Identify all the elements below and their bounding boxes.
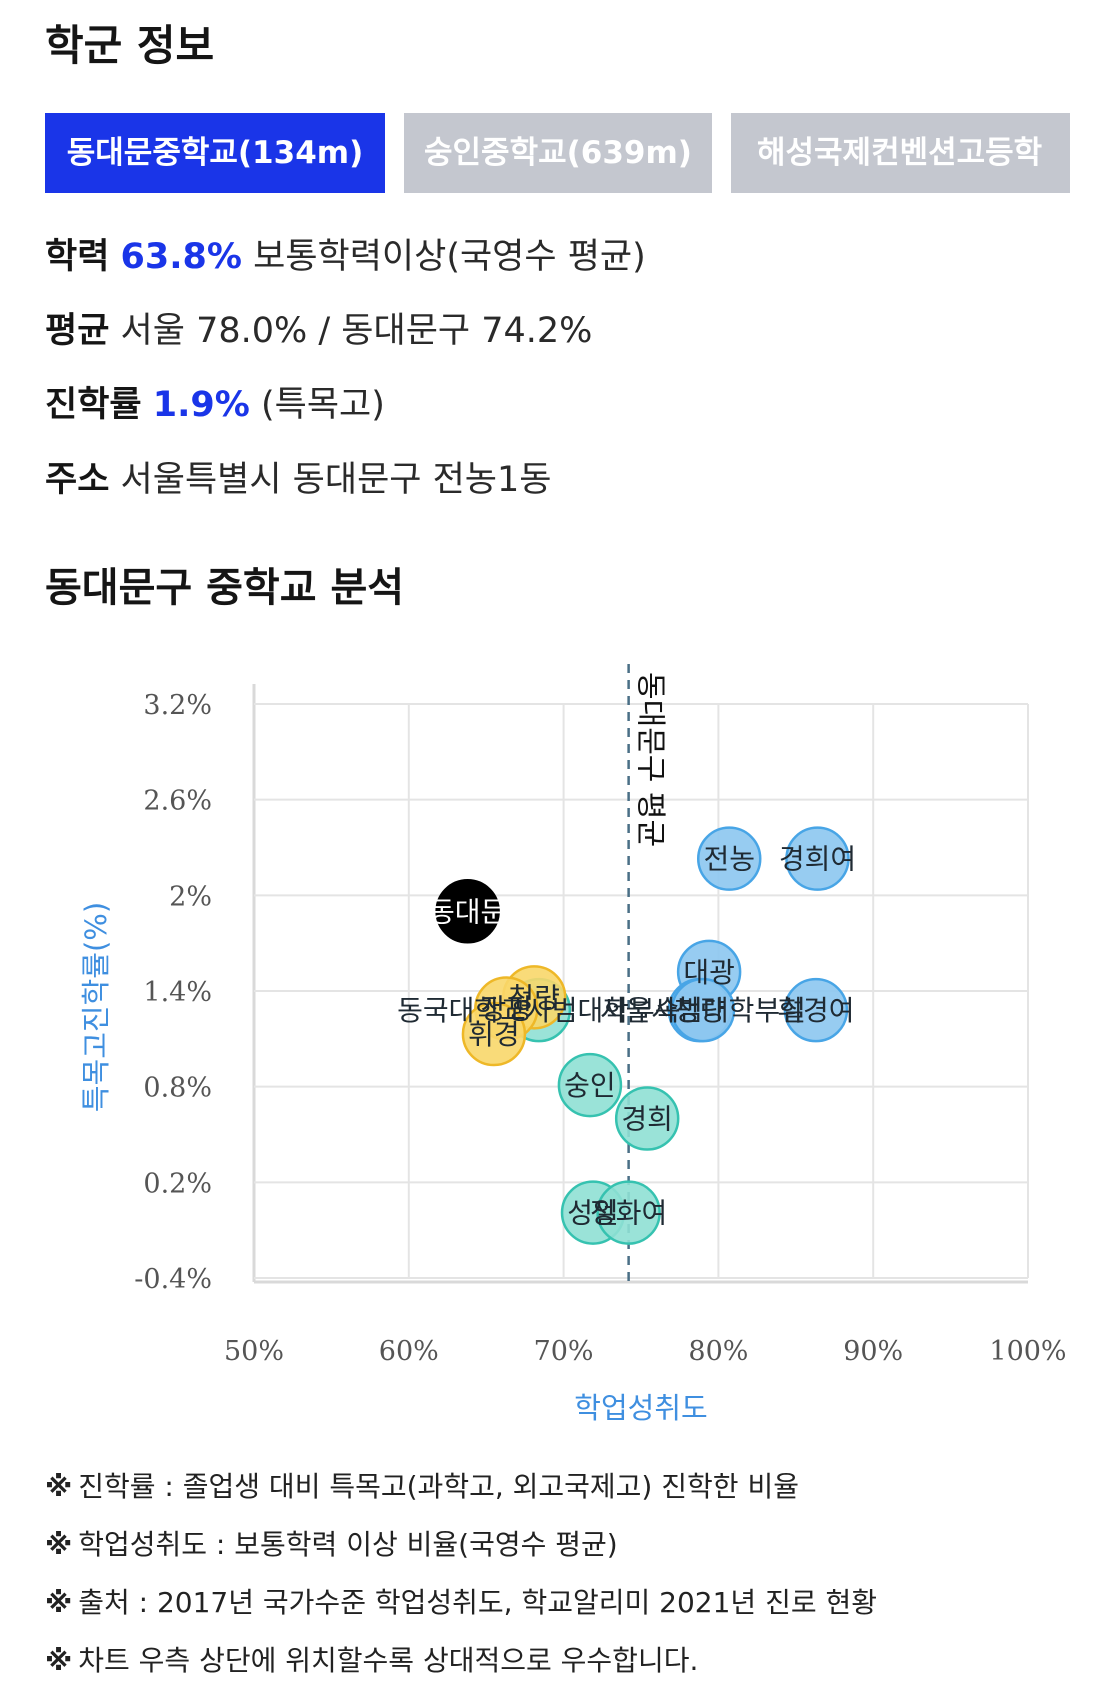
x-axis-title: 학업성취도 xyxy=(574,1391,707,1425)
data-point xyxy=(670,977,736,1043)
note-item: ※ 학업성취도 : 보통학력 이상 비율(국영수 평균) xyxy=(45,1516,877,1574)
data-point xyxy=(783,977,849,1043)
data-point xyxy=(557,1052,623,1118)
data-point-label: 대광 xyxy=(683,956,735,989)
data-point-label: 경희여 xyxy=(779,843,856,876)
advancement-desc: (특목고) xyxy=(260,385,385,425)
notes: ※ 진학률 : 졸업생 대비 특목고(과학고, 외고국제고) 진학한 비율 ※ 학업… xyxy=(45,1458,877,1690)
note-item: ※ 진학률 : 졸업생 대비 특목고(과학고, 외고국제고) 진학한 비율 xyxy=(45,1458,877,1516)
average-key: 평균 xyxy=(45,311,110,351)
x-tick-label: 80% xyxy=(688,1336,748,1367)
data-point-label: 경희 xyxy=(621,1103,673,1136)
y-tick-label: 3.2% xyxy=(143,690,212,721)
data-point-label: 동국대학교사범대학부속 xyxy=(397,994,680,1027)
achievement-desc: 보통학력이상(국영수 평균) xyxy=(253,237,646,277)
data-point xyxy=(435,879,500,944)
data-point-label: 전농 xyxy=(703,843,755,876)
advancement-value: 1.9% xyxy=(152,385,250,425)
advancement-line: 진학률 1.9% (특목고) xyxy=(45,376,385,427)
data-point-label: 휘경 xyxy=(468,1018,520,1051)
note-mark: ※ xyxy=(45,1586,73,1619)
data-point xyxy=(461,1001,527,1067)
data-point xyxy=(614,1086,680,1151)
address-line: 주소 서울특별시 동대문구 전농1동 xyxy=(45,451,551,502)
y-tick-label: 1.4% xyxy=(143,977,212,1008)
note-text: 학업성취도 : 보통학력 이상 비율(국영수 평균) xyxy=(78,1528,618,1561)
tab-school-2[interactable]: 숭인중학교(639m) xyxy=(404,113,712,193)
x-tick-label: 90% xyxy=(843,1336,903,1367)
achievement-key: 학력 xyxy=(45,237,110,277)
x-tick-label: 50% xyxy=(224,1336,284,1367)
average-reference-label: 동대문구 평균 xyxy=(633,672,668,847)
data-point-label: 동대문 xyxy=(429,895,506,928)
average-text: 서울 78.0% / 동대문구 74.2% xyxy=(120,311,593,351)
note-mark: ※ xyxy=(45,1470,73,1503)
achievement-value: 63.8% xyxy=(120,237,242,277)
x-tick-label: 70% xyxy=(534,1336,594,1367)
data-point-label: 청량 xyxy=(508,981,560,1014)
note-text: 출처 : 2017년 국가수준 학업성취도, 학교알리미 2021년 진로 현황 xyxy=(78,1586,878,1619)
data-point-label: 서울사범대학부설 xyxy=(600,994,806,1027)
y-tick-label: 0.2% xyxy=(143,1168,212,1199)
data-point-label: 성일 xyxy=(567,1197,619,1230)
achievement-line: 학력 63.8% 보통학력이상(국영수 평균) xyxy=(45,228,646,279)
note-mark: ※ xyxy=(45,1644,73,1677)
advancement-key: 진학률 xyxy=(45,385,142,425)
section-title-school-info: 학군 정보 xyxy=(45,21,215,70)
section-title-analysis: 동대문구 중학교 분석 xyxy=(45,565,405,611)
tab-school-1[interactable]: 동대문중학교(134m) xyxy=(45,113,385,193)
y-tick-label: -0.4% xyxy=(134,1264,212,1295)
tab-school-3[interactable]: 해성국제컨벤션고등학 xyxy=(731,113,1070,193)
address-text: 서울특별시 동대문구 전농1동 xyxy=(120,460,552,500)
average-line: 평균 서울 78.0% / 동대문구 74.2% xyxy=(45,302,592,353)
data-point-label: 정화여 xyxy=(590,1197,667,1230)
data-point-label: 장평 xyxy=(481,993,533,1026)
note-text: 차트 우측 상단에 위치할수록 상대적으로 우수합니다. xyxy=(78,1644,699,1677)
data-point-label: 청량 xyxy=(674,994,726,1027)
note-text: 진학률 : 졸업생 대비 특목고(과학고, 외고국제고) 진학한 비율 xyxy=(78,1470,799,1503)
data-point xyxy=(785,826,850,891)
x-tick-label: 60% xyxy=(379,1336,439,1367)
note-item: ※ 차트 우측 상단에 위치할수록 상대적으로 우수합니다. xyxy=(45,1632,877,1690)
note-mark: ※ xyxy=(45,1528,73,1561)
y-tick-label: 0.8% xyxy=(143,1073,212,1104)
data-point-label: 숭인 xyxy=(564,1069,616,1102)
data-point xyxy=(696,826,762,891)
note-item: ※ 출처 : 2017년 국가수준 학업성취도, 학교알리미 2021년 진로 현… xyxy=(45,1574,877,1632)
y-tick-label: 2.6% xyxy=(143,786,212,817)
y-tick-label: 2% xyxy=(169,881,212,912)
data-point xyxy=(596,1180,661,1245)
x-tick-label: 100% xyxy=(989,1336,1066,1367)
y-axis-title: 특목고진학률(%) xyxy=(79,902,113,1112)
school-tabs: 동대문중학교(134m) 숭인중학교(639m) 해성국제컨벤션고등학 xyxy=(45,113,1070,193)
scatter-chart: 3.2% 2.6% 2% 1.4% 0.8% 0.2% -0.4% 50% 60% 70% 80% 9… xyxy=(79,664,1067,1425)
address-key: 주소 xyxy=(45,460,110,500)
data-point-label: 휘경여 xyxy=(777,994,854,1027)
